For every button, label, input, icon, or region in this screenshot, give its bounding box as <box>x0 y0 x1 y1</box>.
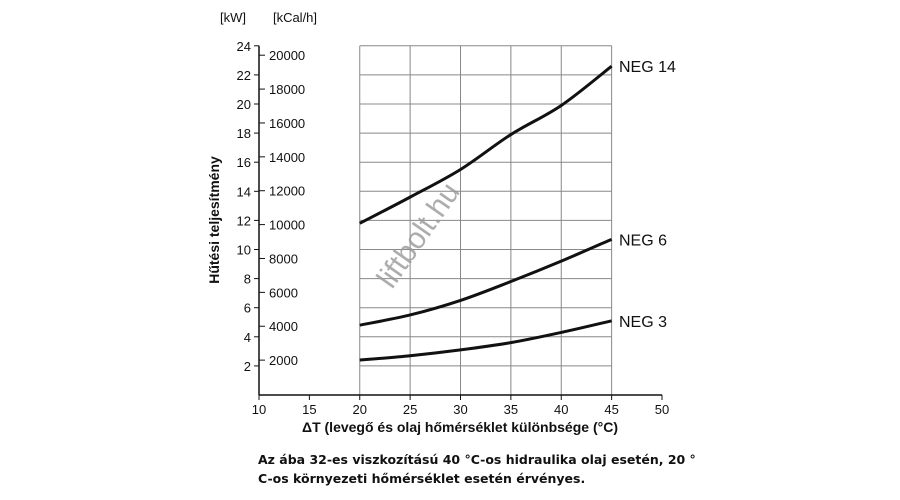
y-tick-label-kcal: 14000 <box>269 150 305 165</box>
y-unit-kw: [kW] <box>220 10 246 25</box>
y-tick-label-kcal: 10000 <box>269 218 305 233</box>
x-tick-label: 30 <box>453 402 467 417</box>
x-tick-label: 50 <box>655 402 669 417</box>
series-label: NEG 14 <box>619 59 676 76</box>
y-tick-label-kcal: 6000 <box>269 285 298 300</box>
y-tick-label-kcal: 16000 <box>269 116 305 131</box>
series-line-neg-14 <box>359 64 613 225</box>
y-tick-label-kcal: 4000 <box>269 319 298 334</box>
y-axis-label: Hűtési teljesítmény <box>206 156 222 284</box>
y-tick-label-kw: 8 <box>244 272 251 287</box>
y-tick-label-kw: 14 <box>237 184 251 199</box>
y-tick-label-kw: 12 <box>237 213 251 228</box>
y-tick-label-kw: 16 <box>237 155 251 170</box>
note-line-1: Az ába 32-es viszkozítású 40 °C-os hidra… <box>258 452 696 467</box>
note-line-2: C-os környezeti hőmérséklet esetén érvén… <box>258 471 586 486</box>
x-tick-label: 35 <box>504 402 518 417</box>
x-tick-label: 40 <box>554 402 568 417</box>
series-label: NEG 6 <box>619 232 667 249</box>
y-tick-label-kw: 20 <box>237 97 251 112</box>
y-tick-label-kw: 22 <box>237 68 251 83</box>
x-axis-label: ΔT (levegő és olaj hőmérséklet különbség… <box>302 419 618 435</box>
x-tick-label: 45 <box>604 402 618 417</box>
y-tick-label-kcal: 12000 <box>269 184 305 199</box>
series-line-neg-3 <box>359 319 612 362</box>
y-tick-label-kw: 6 <box>244 301 251 316</box>
y-tick-label-kw: 24 <box>237 39 251 54</box>
y-tick-label-kcal: 2000 <box>269 353 298 368</box>
y-tick-label-kw: 10 <box>237 243 251 258</box>
y-unit-kcal: [kCal/h] <box>273 10 317 25</box>
watermark: liftbolt.hu <box>371 177 467 294</box>
series-line-neg-6 <box>359 237 613 327</box>
x-tick-label: 25 <box>403 402 417 417</box>
y-tick-label-kcal: 8000 <box>269 251 298 266</box>
x-tick-label: 10 <box>252 402 266 417</box>
y-tick-label-kw: 2 <box>244 359 251 374</box>
y-tick-label-kcal: 18000 <box>269 82 305 97</box>
y-tick-label-kcal: 20000 <box>269 48 305 63</box>
series-label: NEG 3 <box>619 314 667 331</box>
y-tick-label-kw: 4 <box>244 330 251 345</box>
y-tick-label-kw: 18 <box>237 126 251 141</box>
x-tick-label: 20 <box>353 402 367 417</box>
x-tick-label: 15 <box>302 402 316 417</box>
